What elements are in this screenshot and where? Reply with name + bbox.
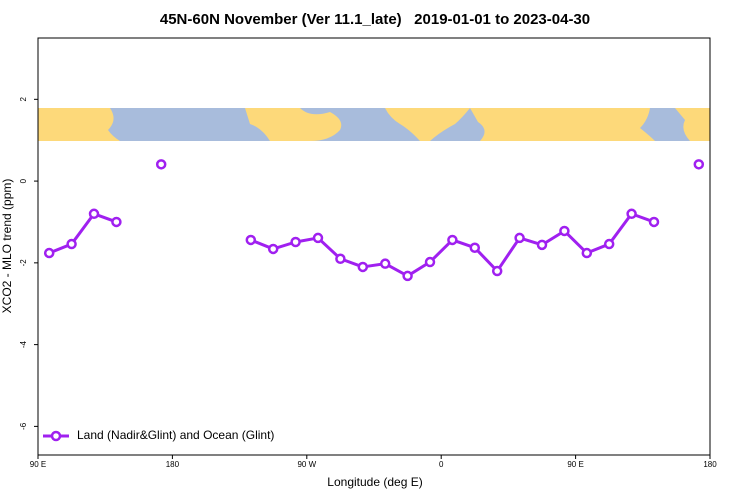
plot-frame (37, 37, 711, 456)
point (693, 159, 705, 170)
map-land (675, 108, 710, 141)
series-line (49, 164, 699, 276)
point (491, 265, 503, 277)
point (43, 247, 55, 259)
x-tick-label: 180 (166, 460, 180, 469)
point (648, 216, 660, 228)
map-land (245, 108, 342, 141)
point (514, 232, 525, 244)
point (357, 261, 369, 273)
point (88, 208, 100, 220)
y-tick-label: -6 (19, 422, 28, 430)
point (155, 159, 167, 170)
y-axis-label: XCO2 - MLO trend (ppm) (0, 179, 14, 314)
point (469, 242, 481, 253)
legend-marker (50, 430, 62, 442)
y-tick-label: -4 (19, 341, 28, 349)
map-land (38, 108, 120, 141)
point (379, 258, 391, 269)
map-land (385, 108, 470, 141)
point (290, 236, 301, 248)
point (66, 238, 77, 250)
map-land (470, 108, 655, 141)
chart-title: 45N-60N November (Ver 11.1_late) 2019-01… (160, 11, 590, 28)
point (402, 270, 413, 282)
point (536, 239, 548, 251)
legend-label: Land (Nadir&Glint) and Ocean (Glint) (77, 428, 274, 442)
map-band (38, 108, 710, 141)
x-tick-label: 180 (703, 460, 717, 469)
point (626, 208, 637, 220)
point (603, 238, 615, 250)
x-tick-label: 90 E (30, 460, 46, 469)
y-tick-label: -2 (19, 259, 28, 267)
point (581, 247, 593, 259)
x-axis-label: Longitude (deg E) (327, 475, 422, 489)
point (111, 216, 122, 228)
point (267, 243, 279, 255)
y-tick-label: 2 (19, 97, 28, 102)
x-tick-label: 0 (439, 460, 444, 469)
point (312, 232, 324, 244)
x-tick-label: 90 W (297, 460, 316, 469)
y-tick-label: 0 (19, 178, 28, 183)
point (245, 234, 257, 246)
x-tick-label: 90 E (567, 460, 583, 469)
point (424, 256, 436, 268)
point (335, 253, 346, 265)
point (447, 234, 458, 246)
point (559, 225, 570, 237)
